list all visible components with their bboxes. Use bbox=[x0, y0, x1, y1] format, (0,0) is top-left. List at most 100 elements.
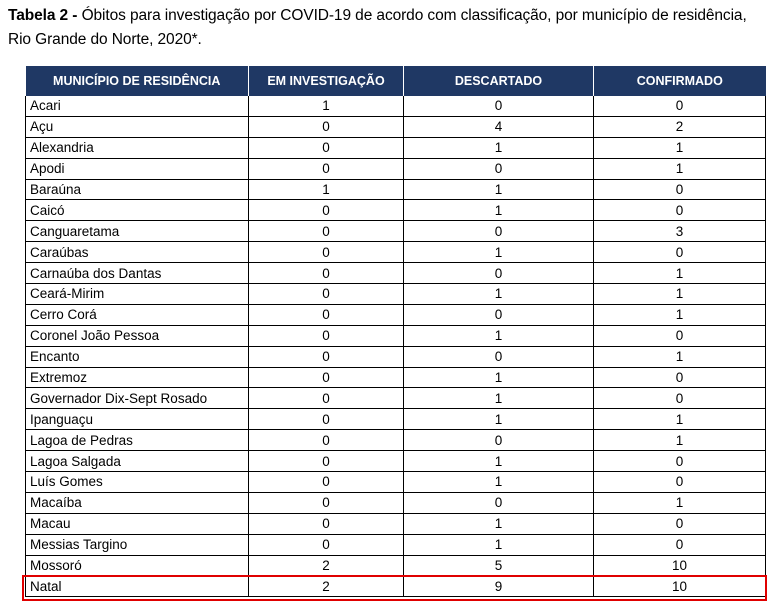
municipality-cell: Acari bbox=[25, 96, 249, 117]
count-cell: 0 bbox=[248, 220, 404, 243]
municipality-cell: Ipanguaçu bbox=[25, 408, 249, 431]
count-cell: 1 bbox=[593, 492, 766, 514]
municipality-cell: Extremoz bbox=[25, 367, 249, 389]
table-row: Caraúbas 0 1 0 bbox=[25, 241, 766, 264]
count-cell: 1 bbox=[403, 408, 594, 431]
caption-label: Tabela 2 - bbox=[8, 7, 78, 24]
count-cell: 0 bbox=[403, 158, 594, 180]
deaths-table: MUNICÍPIO DE RESIDÊNCIA EM INVESTIGAÇÃO DE… bbox=[25, 66, 766, 598]
municipality-cell: Caraúbas bbox=[25, 241, 249, 264]
count-cell: 0 bbox=[593, 450, 766, 473]
count-cell: 0 bbox=[248, 492, 404, 514]
count-cell: 1 bbox=[248, 96, 404, 117]
column-header: EM INVESTIGAÇÃO bbox=[248, 66, 404, 96]
table-row: Caicó 0 1 0 bbox=[25, 199, 766, 222]
municipality-cell: Cerro Corá bbox=[25, 304, 249, 326]
count-cell: 1 bbox=[403, 199, 594, 222]
count-cell: 0 bbox=[248, 241, 404, 264]
count-cell: 0 bbox=[593, 513, 766, 535]
count-cell: 10 bbox=[593, 555, 766, 577]
table-caption: Tabela 2 - Óbitos para investigação por … bbox=[8, 4, 773, 52]
table-row: Baraúna 1 1 0 bbox=[25, 179, 766, 201]
municipality-cell: Macaíba bbox=[25, 492, 249, 514]
count-cell: 0 bbox=[248, 346, 404, 368]
count-cell: 0 bbox=[403, 304, 594, 326]
count-cell: 1 bbox=[403, 471, 594, 493]
count-cell: 0 bbox=[248, 158, 404, 180]
count-cell: 4 bbox=[403, 116, 594, 138]
table-row: Macau 0 1 0 bbox=[25, 513, 766, 535]
count-cell: 1 bbox=[403, 283, 594, 305]
table-row: Mossoró 2 5 10 bbox=[25, 555, 766, 577]
municipality-cell: Carnaúba dos Dantas bbox=[25, 262, 249, 285]
count-cell: 1 bbox=[593, 262, 766, 285]
municipality-cell: Governador Dix-Sept Rosado bbox=[25, 387, 249, 410]
caption-text: Óbitos para investigação por COVID-19 de… bbox=[8, 7, 747, 48]
table-row: Extremoz 0 1 0 bbox=[25, 367, 766, 389]
municipality-cell: Alexandria bbox=[25, 137, 249, 159]
municipality-cell: Açu bbox=[25, 116, 249, 138]
count-cell: 1 bbox=[593, 283, 766, 305]
count-cell: 0 bbox=[248, 367, 404, 389]
count-cell: 1 bbox=[403, 450, 594, 473]
table-row: Ipanguaçu 0 1 1 bbox=[25, 408, 766, 431]
count-cell: 0 bbox=[248, 304, 404, 326]
table-row-highlighted: Natal 2 9 10 bbox=[25, 575, 766, 598]
municipality-cell: Caicó bbox=[25, 199, 249, 222]
table-row: Acari 1 0 0 bbox=[25, 96, 766, 117]
count-cell: 0 bbox=[403, 429, 594, 452]
count-cell: 0 bbox=[248, 199, 404, 222]
table-row: Lagoa de Pedras 0 0 1 bbox=[25, 429, 766, 452]
count-cell: 9 bbox=[403, 575, 594, 598]
table-row: Lagoa Salgada 0 1 0 bbox=[25, 450, 766, 473]
count-cell: 2 bbox=[248, 555, 404, 577]
count-cell: 0 bbox=[593, 367, 766, 389]
column-header: DESCARTADO bbox=[403, 66, 594, 96]
table-row: Luís Gomes 0 1 0 bbox=[25, 471, 766, 493]
municipality-cell: Macau bbox=[25, 513, 249, 535]
count-cell: 0 bbox=[248, 429, 404, 452]
count-cell: 0 bbox=[248, 283, 404, 305]
count-cell: 0 bbox=[248, 387, 404, 410]
table-row: Coronel João Pessoa 0 1 0 bbox=[25, 325, 766, 347]
table-row: Carnaúba dos Dantas 0 0 1 bbox=[25, 262, 766, 285]
count-cell: 0 bbox=[403, 96, 594, 117]
count-cell: 2 bbox=[248, 575, 404, 598]
table-row: Ceará-Mirim 0 1 1 bbox=[25, 283, 766, 305]
count-cell: 1 bbox=[593, 304, 766, 326]
municipality-cell: Natal bbox=[25, 575, 249, 598]
table-row: Encanto 0 0 1 bbox=[25, 346, 766, 368]
municipality-cell: Baraúna bbox=[25, 179, 249, 201]
count-cell: 0 bbox=[593, 325, 766, 347]
municipality-cell: Canguaretama bbox=[25, 220, 249, 243]
count-cell: 1 bbox=[403, 241, 594, 264]
count-cell: 0 bbox=[248, 408, 404, 431]
count-cell: 0 bbox=[593, 534, 766, 556]
header-row: MUNICÍPIO DE RESIDÊNCIA EM INVESTIGAÇÃO DE… bbox=[25, 66, 766, 96]
count-cell: 0 bbox=[403, 492, 594, 514]
count-cell: 0 bbox=[248, 471, 404, 493]
column-header: MUNICÍPIO DE RESIDÊNCIA bbox=[25, 66, 249, 96]
count-cell: 1 bbox=[403, 179, 594, 201]
count-cell: 1 bbox=[593, 408, 766, 431]
count-cell: 0 bbox=[593, 241, 766, 264]
municipality-cell: Coronel João Pessoa bbox=[25, 325, 249, 347]
table-row: Macaíba 0 0 1 bbox=[25, 492, 766, 514]
count-cell: 0 bbox=[248, 534, 404, 556]
municipality-cell: Apodi bbox=[25, 158, 249, 180]
municipality-cell: Luís Gomes bbox=[25, 471, 249, 493]
municipality-cell: Lagoa de Pedras bbox=[25, 429, 249, 452]
table-row: Canguaretama 0 0 3 bbox=[25, 220, 766, 243]
count-cell: 0 bbox=[248, 116, 404, 138]
count-cell: 1 bbox=[593, 137, 766, 159]
count-cell: 0 bbox=[248, 513, 404, 535]
count-cell: 1 bbox=[403, 387, 594, 410]
municipality-cell: Encanto bbox=[25, 346, 249, 368]
count-cell: 0 bbox=[593, 179, 766, 201]
municipality-cell: Messias Targino bbox=[25, 534, 249, 556]
count-cell: 1 bbox=[403, 534, 594, 556]
count-cell: 3 bbox=[593, 220, 766, 243]
count-cell: 2 bbox=[593, 116, 766, 138]
count-cell: 0 bbox=[593, 471, 766, 493]
table-row: Cerro Corá 0 0 1 bbox=[25, 304, 766, 326]
